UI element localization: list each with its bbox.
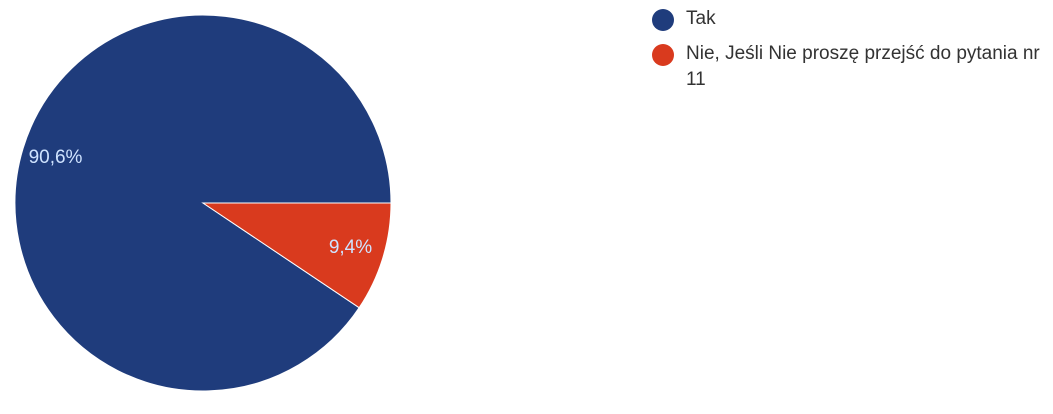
legend-label-tak: Tak bbox=[686, 8, 716, 29]
pie-label-nie: 9,4% bbox=[329, 237, 372, 258]
legend-label-nie: Nie, Jeśli Nie proszę przejść do pytania… bbox=[686, 43, 1040, 90]
legend-item-nie[interactable]: Nie, Jeśli Nie proszę przejść do pytania… bbox=[652, 41, 1052, 93]
legend-item-tak[interactable]: Tak bbox=[652, 6, 1052, 32]
pie-slice-nie[interactable] bbox=[201, 202, 392, 309]
pie-slice-labels: 90,6% 9,4% bbox=[29, 147, 373, 258]
legend-swatch-nie bbox=[652, 44, 674, 66]
legend-swatch-tak bbox=[652, 9, 674, 31]
chart-legend: Tak Nie, Jeśli Nie proszę przejść do pyt… bbox=[652, 6, 1052, 102]
pie-slices bbox=[14, 14, 392, 392]
pie-label-tak: 90,6% bbox=[29, 147, 83, 168]
